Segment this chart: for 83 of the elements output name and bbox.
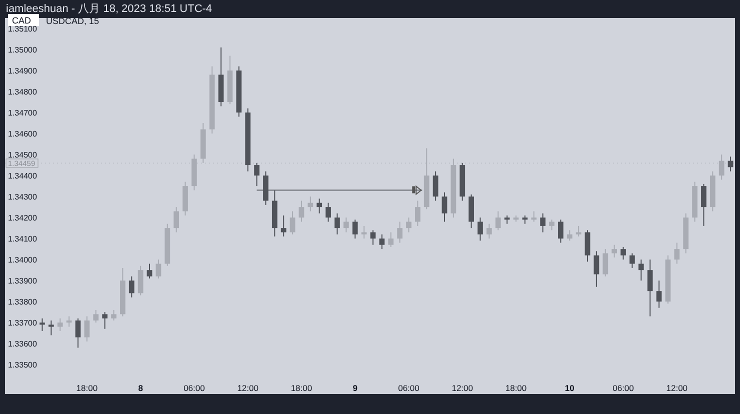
- candlestick: [40, 318, 45, 332]
- chart-title: iamleeshuan - 八月 18, 2023 18:51 UTC-4: [6, 3, 212, 15]
- candlestick: [414, 200, 420, 226]
- x-tick-label: 8: [138, 383, 144, 393]
- y-tick-label: 1.33600: [8, 339, 38, 348]
- y-tick-label: 1.34000: [8, 255, 38, 264]
- y-tick-label: 1.34600: [8, 129, 38, 138]
- y-tick-label: 1.34400: [8, 171, 38, 180]
- candlestick: [102, 312, 108, 330]
- y-tick-label: 1.33900: [8, 276, 38, 286]
- candlestick: [620, 246, 626, 260]
- candlestick: [647, 259, 653, 317]
- candlestick: [280, 214, 286, 237]
- candlestick: [254, 162, 260, 187]
- x-tick-label: 9: [352, 383, 358, 393]
- candlestick: [397, 221, 402, 244]
- y-tick-label: 1.33800: [8, 297, 38, 306]
- candlestick: [656, 280, 662, 308]
- x-tick-label: 12:00: [452, 383, 474, 393]
- y-tick-label: 1.34200: [8, 213, 38, 222]
- candlestick: [406, 217, 412, 233]
- candlestick: [718, 154, 724, 180]
- candlestick: [57, 318, 63, 332]
- y-tick-label: 1.34700: [8, 108, 38, 118]
- y-tick-label: 1.34900: [8, 66, 38, 76]
- candlestick: [701, 183, 706, 226]
- y-tick-label: 1.34300: [8, 192, 38, 202]
- candlestick: [290, 210, 296, 235]
- candlestick: [298, 200, 304, 222]
- y-tick-label: 1.33700: [8, 318, 38, 328]
- candlestick: [594, 250, 600, 288]
- candlestick: [558, 219, 564, 244]
- candlestick: [549, 219, 554, 231]
- y-tick-label: 1.34800: [8, 87, 38, 96]
- y-tick-label: 1.35100: [8, 24, 38, 34]
- candlestick: [379, 234, 385, 250]
- candlestick: [75, 318, 81, 348]
- candlestick: [48, 320, 54, 336]
- candlestick: [326, 202, 331, 222]
- candlestick: [495, 210, 501, 231]
- candlestick: [612, 244, 618, 258]
- candlestick: [630, 252, 635, 268]
- candlestick: [486, 223, 492, 240]
- x-tick-label: 06:00: [398, 383, 420, 393]
- x-tick-label: 06:00: [612, 383, 634, 393]
- y-tick-label: 1.34100: [8, 234, 38, 244]
- y-tick-label: 1.35000: [8, 45, 38, 54]
- candlestick: [602, 248, 608, 277]
- candlestick: [146, 263, 152, 279]
- candlestick: [352, 219, 358, 240]
- x-tick-label: 10: [564, 383, 575, 393]
- candlestick: [584, 230, 590, 262]
- candlestick: [576, 225, 582, 237]
- x-tick-label: 06:00: [184, 383, 206, 393]
- annotation: CAD: [12, 16, 32, 26]
- candlestick: [174, 206, 180, 233]
- candlestick: [388, 232, 394, 248]
- candlestick: [308, 196, 314, 212]
- x-tick-label: 12:00: [237, 383, 259, 393]
- x-tick-label: 18:00: [290, 383, 312, 393]
- candlestick: [316, 198, 322, 214]
- candlestick: [93, 309, 99, 324]
- y-tick-label: 1.33500: [8, 360, 38, 370]
- x-tick-label: 12:00: [666, 383, 688, 393]
- candlestick: [138, 265, 144, 296]
- y-tick-label: 1.34500: [8, 150, 38, 160]
- candlestick: [531, 210, 537, 222]
- candlestick: [343, 217, 349, 233]
- candlestick: [111, 309, 116, 321]
- candlestick: [432, 170, 438, 202]
- chart-subtitle: USDCAD, 15: [46, 16, 100, 26]
- candlestick: [674, 242, 680, 264]
- candlestick: [638, 259, 644, 282]
- x-tick-label: 18:00: [76, 383, 98, 393]
- candlestick: [442, 192, 448, 222]
- candlestick: [540, 212, 546, 233]
- candlestick: [128, 276, 134, 298]
- candlestick: [478, 217, 483, 242]
- candlestick: [334, 212, 340, 235]
- candlestick: [156, 259, 162, 279]
- candlestick: [566, 230, 572, 242]
- x-tick-label: 18:00: [505, 383, 527, 393]
- candlestick: [84, 316, 90, 342]
